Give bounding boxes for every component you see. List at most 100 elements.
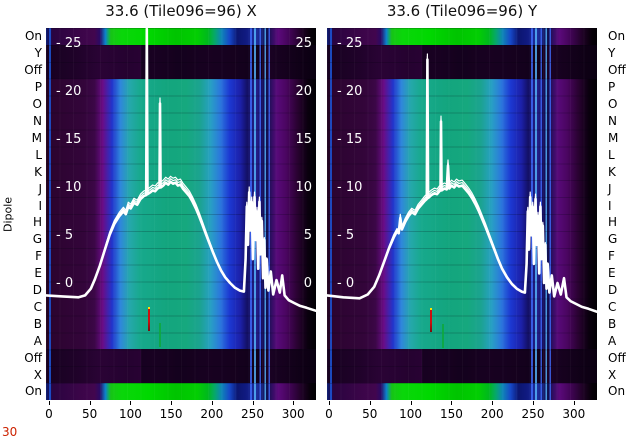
x-tick-mark bbox=[329, 401, 330, 405]
dipole-label: F bbox=[35, 249, 42, 264]
x-tick-mark bbox=[492, 401, 494, 405]
inner-scale-left: - 25 - 20 - 15 - 10 - 5 - 0 bbox=[46, 28, 106, 400]
dipole-label: On bbox=[24, 384, 42, 399]
dipole-label: O bbox=[608, 97, 618, 112]
dipole-label: B bbox=[33, 316, 42, 331]
inner-tick: 20 bbox=[295, 84, 312, 99]
dipole-label: X bbox=[608, 367, 617, 382]
dipole-label: I bbox=[38, 198, 42, 213]
x-tick-label: 250 bbox=[521, 407, 545, 421]
inner-tick: 0 bbox=[303, 276, 312, 291]
dipole-label: Y bbox=[34, 46, 42, 61]
rfi-stripes bbox=[46, 28, 316, 400]
dipole-label: P bbox=[608, 80, 616, 95]
dipole-label: M bbox=[31, 130, 42, 145]
x-tick-label: 250 bbox=[241, 407, 264, 421]
dipole-label: Y bbox=[608, 46, 616, 61]
inner-tick: - 5 bbox=[337, 228, 355, 243]
edge-stripe bbox=[330, 28, 332, 400]
inner-tick: - 25 bbox=[56, 36, 82, 51]
x-tick-mark bbox=[369, 401, 371, 405]
inner-tick: - 0 bbox=[56, 276, 74, 291]
inner-tick: - 15 bbox=[337, 132, 363, 147]
x-tick-label: 200 bbox=[200, 407, 224, 421]
red-marker bbox=[430, 308, 432, 332]
x-tick-label: 100 bbox=[399, 407, 423, 421]
x-tick-label: 0 bbox=[45, 407, 53, 421]
dipole-label: J bbox=[608, 181, 612, 196]
dipole-label: Off bbox=[24, 63, 42, 78]
x-tick-mark bbox=[211, 401, 213, 405]
inner-tick: - 5 bbox=[56, 228, 74, 243]
dipole-label: G bbox=[32, 232, 42, 247]
x-tick-mark bbox=[451, 401, 453, 405]
inner-tick: 5 bbox=[303, 228, 312, 243]
inner-tick: - 15 bbox=[56, 132, 82, 147]
inner-scale-left: - 25 - 20 - 15 - 10 - 5 - 0 bbox=[327, 28, 387, 400]
dipole-label: M bbox=[608, 130, 619, 145]
rfi-stripes bbox=[327, 28, 597, 400]
inner-tick: - 10 bbox=[56, 180, 82, 195]
dipole-label: On bbox=[608, 384, 626, 399]
inner-tick: 15 bbox=[295, 132, 312, 147]
edge-stripe bbox=[49, 28, 51, 400]
dipole-label: N bbox=[33, 113, 42, 128]
dipole-labels-left: On Y Off P O N M L K J I H G F E D C B A… bbox=[0, 28, 42, 400]
corner-note: 30 bbox=[2, 425, 18, 439]
x-tick-label: 0 bbox=[325, 407, 333, 421]
dipole-label: D bbox=[608, 283, 618, 298]
row-grid bbox=[46, 28, 316, 400]
x-tick-label: 50 bbox=[362, 407, 378, 421]
dipole-label: Off bbox=[608, 350, 626, 365]
x-tick-label: 200 bbox=[480, 407, 504, 421]
inner-tick: 25 bbox=[295, 36, 312, 51]
dipole-label: E bbox=[608, 266, 616, 281]
x-tick-mark bbox=[573, 401, 575, 405]
x-tick-label: 300 bbox=[562, 407, 586, 421]
x-axis-right: 0 50 100 150 200 250 300 bbox=[325, 400, 597, 426]
heatmap-panel-x: - 25 - 20 - 15 - 10 - 5 - 0 25 20 15 10 … bbox=[46, 28, 316, 400]
inner-tick: - 20 bbox=[337, 84, 363, 99]
x-axis-left: 0 50 100 150 200 250 300 bbox=[45, 400, 316, 426]
heatmap-panel-y: - 25 - 20 - 15 - 10 - 5 - 0 bbox=[327, 28, 597, 400]
x-tick-label: 300 bbox=[281, 407, 305, 421]
x-tick-mark bbox=[533, 401, 534, 405]
x-tick-label: 150 bbox=[159, 407, 183, 421]
col-grid bbox=[46, 28, 316, 400]
x-tick-mark bbox=[130, 401, 132, 405]
x-tick-label: 150 bbox=[439, 407, 463, 421]
dipole-label: K bbox=[608, 164, 616, 179]
dipole-label: A bbox=[608, 333, 617, 348]
x-tick-mark bbox=[410, 401, 412, 405]
red-marker bbox=[148, 307, 150, 331]
inner-tick: - 0 bbox=[337, 276, 355, 291]
col-grid bbox=[327, 28, 597, 400]
dipole-label: D bbox=[32, 283, 42, 298]
chart-title-right: 33.6 (Tile096=96) Y bbox=[386, 2, 538, 20]
dipole-label: A bbox=[33, 333, 42, 348]
bandpass-curve-right bbox=[327, 53, 597, 313]
green-marker bbox=[442, 324, 444, 348]
dipole-label: L bbox=[608, 147, 615, 162]
dipole-labels-right: On Y Off P O N M L K J I H G F E D C B A… bbox=[608, 28, 640, 400]
dipole-label: G bbox=[608, 232, 618, 247]
dipole-label: N bbox=[608, 113, 617, 128]
dipole-label: B bbox=[608, 316, 617, 331]
dipole-label: P bbox=[34, 80, 42, 95]
bandpass-curve-left bbox=[46, 28, 316, 313]
dipole-label: I bbox=[608, 198, 612, 213]
x-tick-label: 50 bbox=[82, 407, 98, 421]
dipole-label: L bbox=[35, 147, 42, 162]
dipole-label: On bbox=[608, 29, 626, 44]
x-tick-mark bbox=[171, 401, 173, 405]
x-tick-mark bbox=[252, 401, 254, 405]
dipole-label: O bbox=[32, 97, 42, 112]
dipole-label: C bbox=[608, 299, 617, 314]
x-tick-mark bbox=[89, 401, 91, 405]
dipole-label: C bbox=[33, 299, 42, 314]
dipole-label: H bbox=[608, 215, 618, 230]
dipole-label: Off bbox=[608, 63, 626, 78]
inner-tick: - 20 bbox=[56, 84, 82, 99]
dipole-label: Off bbox=[24, 350, 42, 365]
